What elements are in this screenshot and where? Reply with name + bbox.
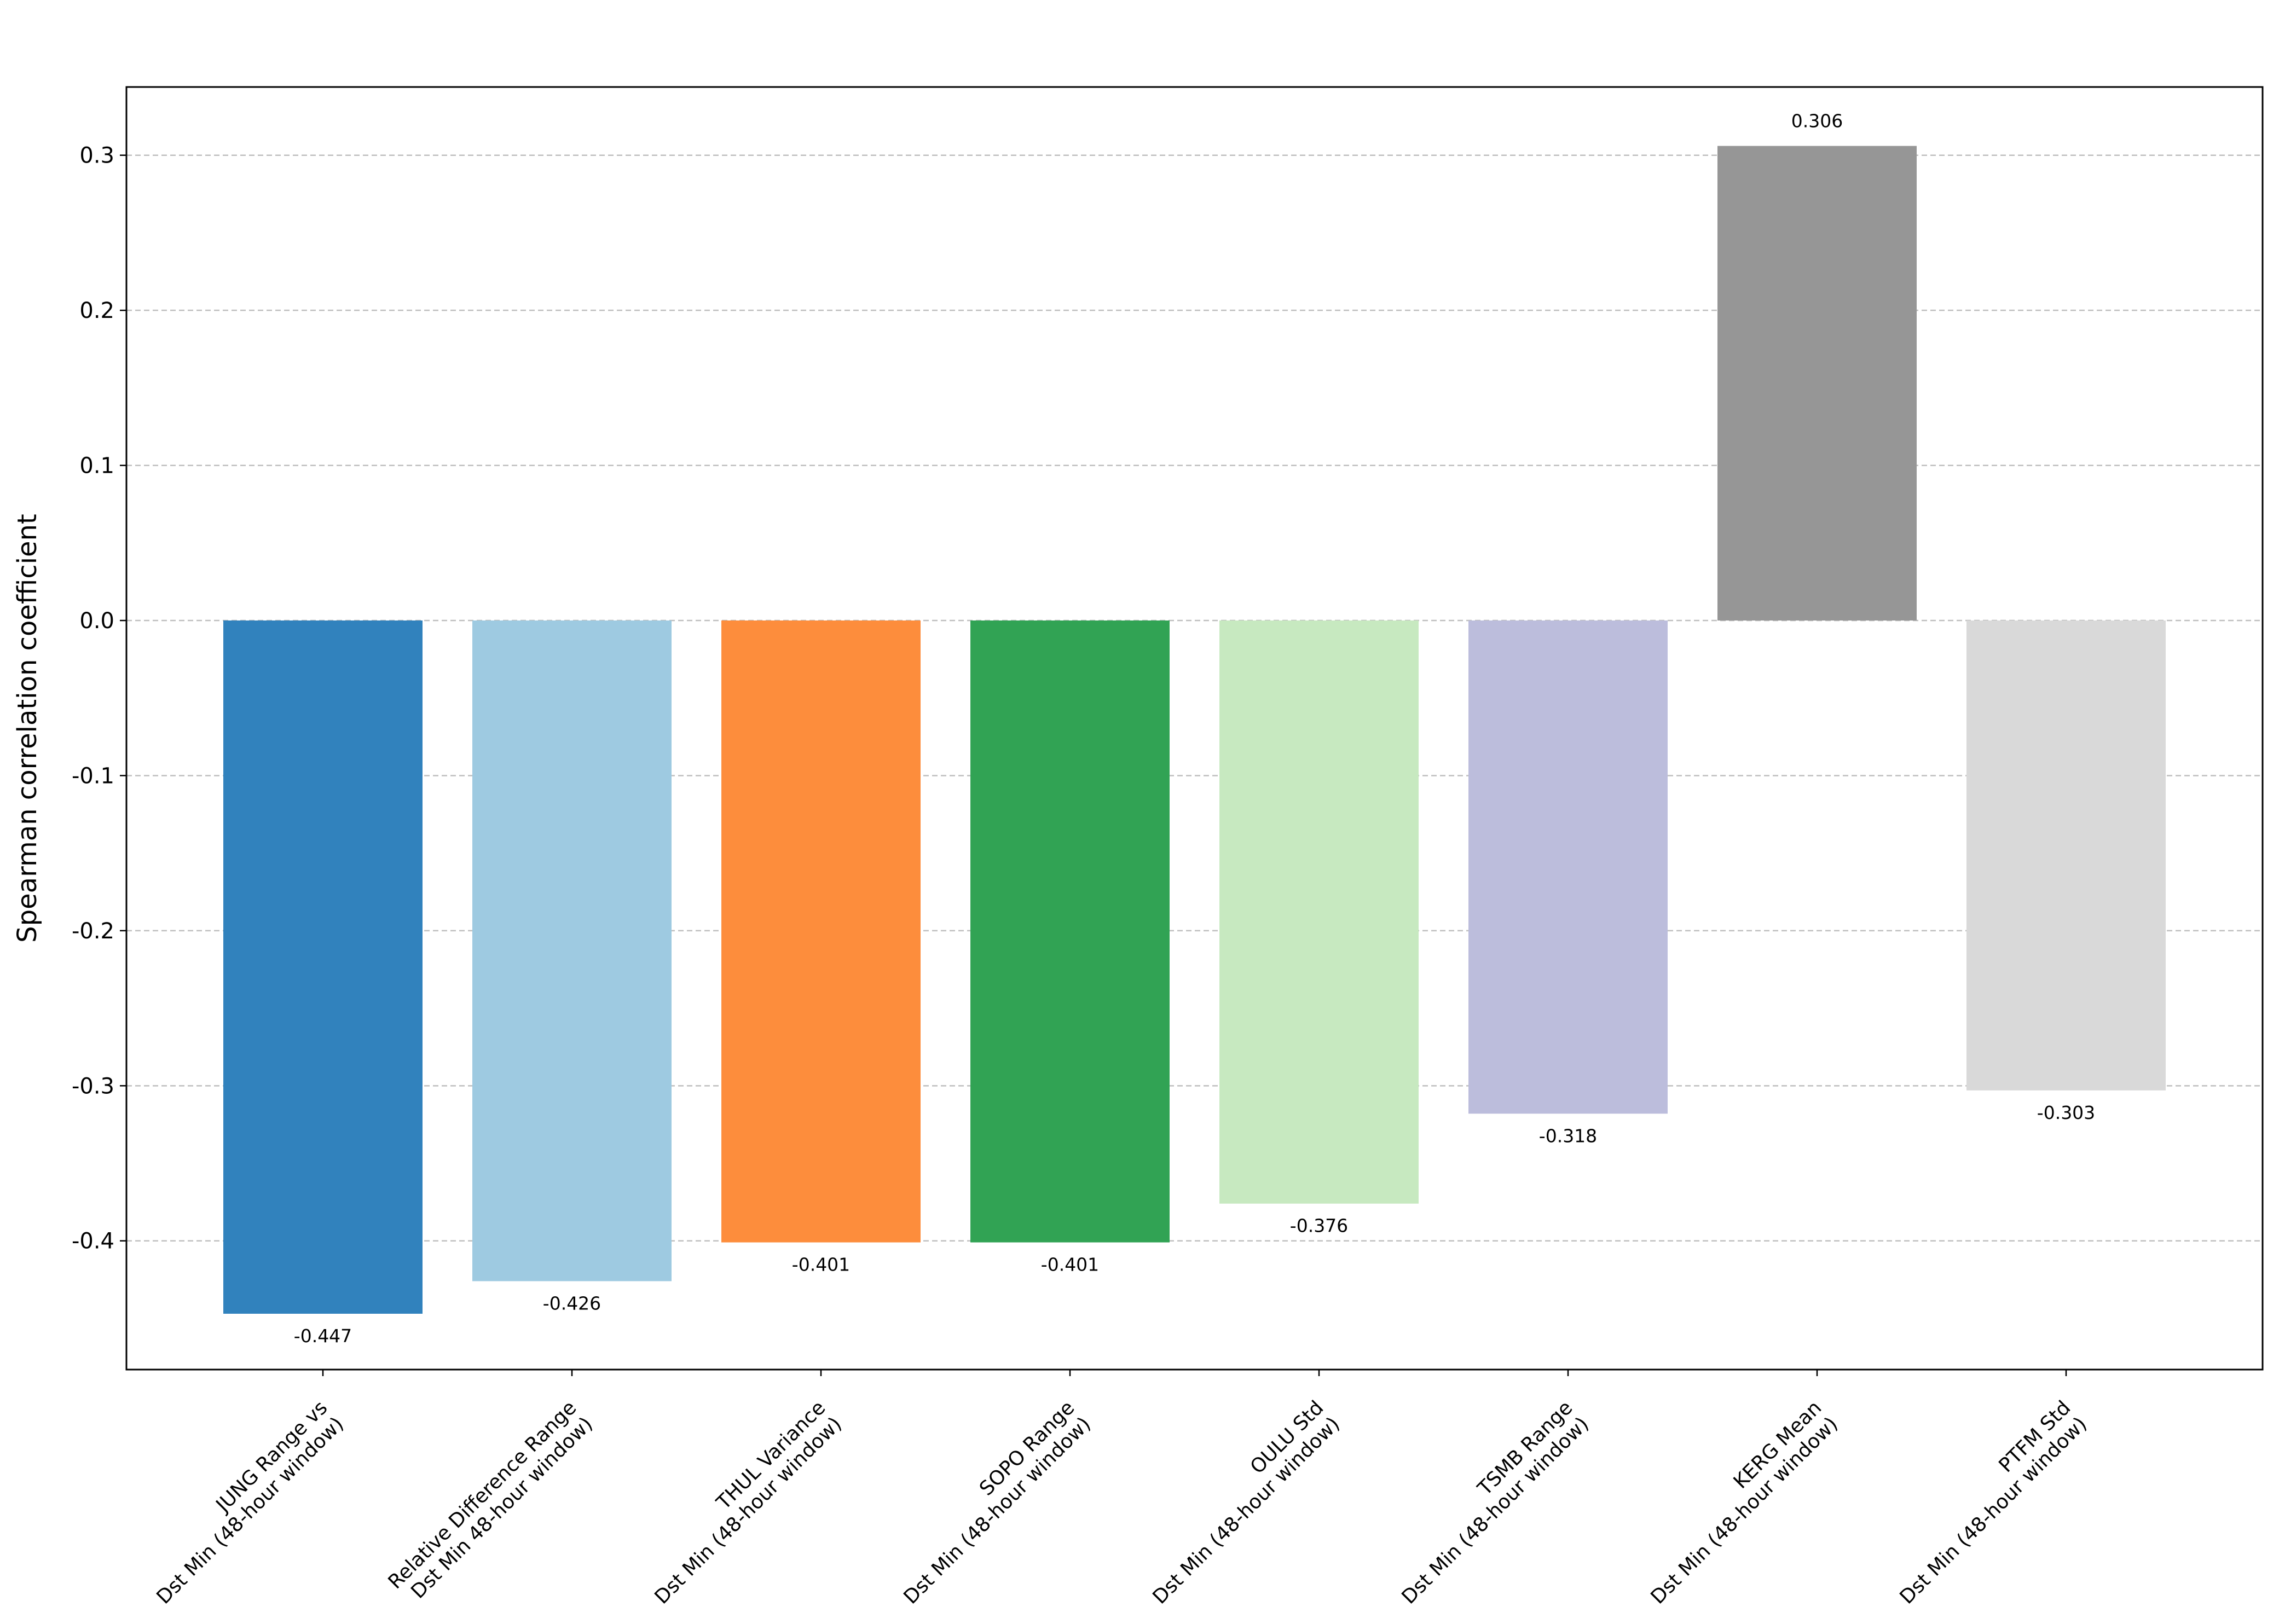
x-tick-label: JUNG Range vsDst Min (48-hour window) [136,1396,348,1608]
bar-value-label: -0.447 [294,1325,352,1347]
x-tick-label: SOPO RangeDst Min (48-hour window) [883,1396,1095,1608]
plot-frame [125,86,2264,1371]
x-tick-label: TSMB RangeDst Min (48-hour window) [1381,1396,1593,1608]
y-tick-label: 0.1 [79,454,114,479]
x-tick-label: THUL VarianceDst Min (48-hour window) [634,1396,846,1608]
x-tick-label: PTFM StdDst Min (48-hour window) [1879,1396,2091,1608]
x-tick-label: KERG MeanDst Min (48-hour window) [1630,1396,1842,1608]
bar-value-label: -0.426 [543,1292,601,1314]
bar-value-label: -0.318 [1539,1125,1597,1146]
y-tick-label: 0.2 [79,298,114,323]
bar [1468,620,1668,1114]
bar [472,620,672,1281]
bar-value-label: 0.306 [1791,111,1843,132]
data-labels: -0.447 -0.426 -0.401 -0.401 -0.376 -0.318 0.30… [294,111,2095,1347]
x-tick-label: Relative Difference RangeDst Min 48-hour… [384,1396,597,1609]
bar [1219,620,1419,1204]
x-tick-label-line: Dst Min (48-hour window) [650,1413,846,1609]
y-axis-title: Spearman correlation coefficient [12,514,43,943]
y-tick-label: 0.0 [79,608,114,634]
x-tick-label-line: Dst Min (48-hour window) [152,1413,348,1609]
y-tick-label: -0.3 [72,1074,114,1099]
x-tick-label-line: Dst Min (48-hour window) [1397,1413,1593,1609]
y-tick-label: -0.4 [72,1229,114,1254]
bar-value-label: -0.303 [2037,1102,2095,1123]
y-tick-label: -0.2 [72,919,114,944]
y-axis-ticks: 0.3 0.2 0.1 0.0 -0.1 -0.2 -0.3 -0.4 [72,143,126,1254]
x-tick-label-line: Dst Min (48-hour window) [1646,1413,1842,1609]
x-tick-label-line: Dst Min (48-hour window) [1895,1413,2091,1609]
x-tick-label-line: Dst Min 48-hour window) [407,1413,597,1603]
x-axis-ticks: JUNG Range vsDst Min (48-hour window) Rel… [136,1370,2091,1609]
grid-lines [126,154,2263,1242]
bar-value-label: -0.401 [792,1254,850,1275]
bar-value-label: -0.376 [1290,1215,1348,1237]
y-tick-label: -0.1 [72,763,114,788]
bar-value-label: -0.401 [1041,1254,1099,1275]
bars [223,146,2166,1314]
x-tick-label-line: Relative Difference Range [384,1396,581,1593]
x-tick-label-line: Dst Min (48-hour window) [899,1413,1095,1609]
y-tick-label: 0.3 [79,143,114,169]
x-tick-label-line: Dst Min (48-hour window) [1148,1413,1344,1609]
bar [970,620,1170,1243]
x-tick-label: OULU StdDst Min (48-hour window) [1132,1396,1344,1608]
bar [1966,620,2166,1091]
bar [721,620,921,1243]
bar [223,620,423,1314]
bar [1717,146,1917,621]
